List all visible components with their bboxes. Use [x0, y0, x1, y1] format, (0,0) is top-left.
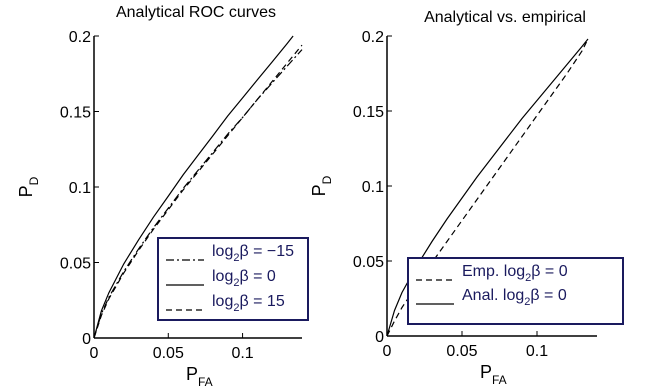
x-axis-label-sub: FA — [492, 373, 507, 387]
legend-label-sub: 2 — [524, 296, 530, 308]
x-axis-label: PFA — [186, 364, 213, 389]
legend-label-name: log — [212, 293, 233, 310]
y-axis-label-sub: D — [27, 176, 41, 185]
legend-label-name: Anal. log — [462, 287, 524, 304]
y-tick-label: 0.2 — [362, 29, 384, 46]
legend-label-rest: β = 0 — [530, 287, 566, 304]
legend-label-3: log2β = 15 — [212, 293, 285, 314]
x-axis-label-sub: FA — [198, 375, 213, 389]
x-axis-label: PFA — [480, 362, 507, 387]
series-line-2 — [93, 35, 294, 339]
legend-label-1: log2β = −15 — [212, 243, 294, 264]
legend-label-sub: 2 — [233, 277, 239, 289]
x-tick-label: 0.05 — [446, 343, 477, 360]
legend-label-1: Emp. log2β = 0 — [462, 263, 568, 284]
y-tick-label: 0.05 — [353, 254, 384, 271]
legend-label-rest: β = 0 — [239, 268, 275, 285]
legend-label-2: log2β = 0 — [212, 268, 276, 289]
chart-title: Analytical vs. empirical — [424, 9, 586, 26]
x-axis-label-main: P — [186, 364, 198, 384]
chart-1: Analytical ROC curves 0 0.05 0.1 0.15 0.2 0 0.0… — [16, 4, 309, 389]
x-axis-label-main: P — [480, 362, 492, 382]
legend-label-name: Emp. log — [462, 263, 525, 280]
legend-label-rest: β = 0 — [531, 263, 567, 280]
legend-label-name: log — [212, 243, 233, 260]
legend-label-rest: β = −15 — [239, 243, 294, 260]
x-tick-label: 0.05 — [153, 345, 184, 362]
y-tick-label: 0.15 — [353, 104, 384, 121]
chart-2: Analytical vs. empirical 0 0.05 0.1 0.15 0.2 0… — [309, 9, 624, 387]
y-tick-label: 0.1 — [69, 180, 91, 197]
legend-label-sub: 2 — [525, 272, 531, 284]
x-tick-label: 0 — [90, 345, 99, 362]
series-line-1 — [93, 49, 303, 339]
y-tick-label: 0.15 — [60, 105, 91, 122]
x-tick-label: 0.1 — [231, 345, 253, 362]
y-axis-label-sub: D — [320, 175, 334, 184]
legend-label-name: log — [212, 268, 233, 285]
y-axis-label-main: P — [16, 185, 36, 197]
legend-box — [157, 237, 309, 321]
y-axis-label: PD — [16, 176, 41, 197]
legend-label-rest: β = 15 — [239, 293, 284, 310]
legend-box — [407, 257, 624, 325]
series-line-3 — [93, 44, 303, 339]
x-tick-label: 0.1 — [526, 343, 548, 360]
y-tick-label: 0 — [375, 329, 384, 346]
y-tick-label: 0.05 — [60, 256, 91, 273]
x-tick-label: 0 — [383, 343, 392, 360]
y-axis-label-main: P — [309, 184, 329, 196]
chart-title: Analytical ROC curves — [116, 4, 276, 21]
legend-label-2: Anal. log2β = 0 — [462, 287, 567, 308]
y-axis-label: PD — [309, 175, 334, 196]
y-tick-label: 0.1 — [362, 179, 384, 196]
legend-label-sub: 2 — [233, 302, 239, 314]
y-tick-label: 0 — [82, 331, 91, 348]
y-tick-label: 0.2 — [69, 29, 91, 46]
legend-label-sub: 2 — [233, 252, 239, 264]
